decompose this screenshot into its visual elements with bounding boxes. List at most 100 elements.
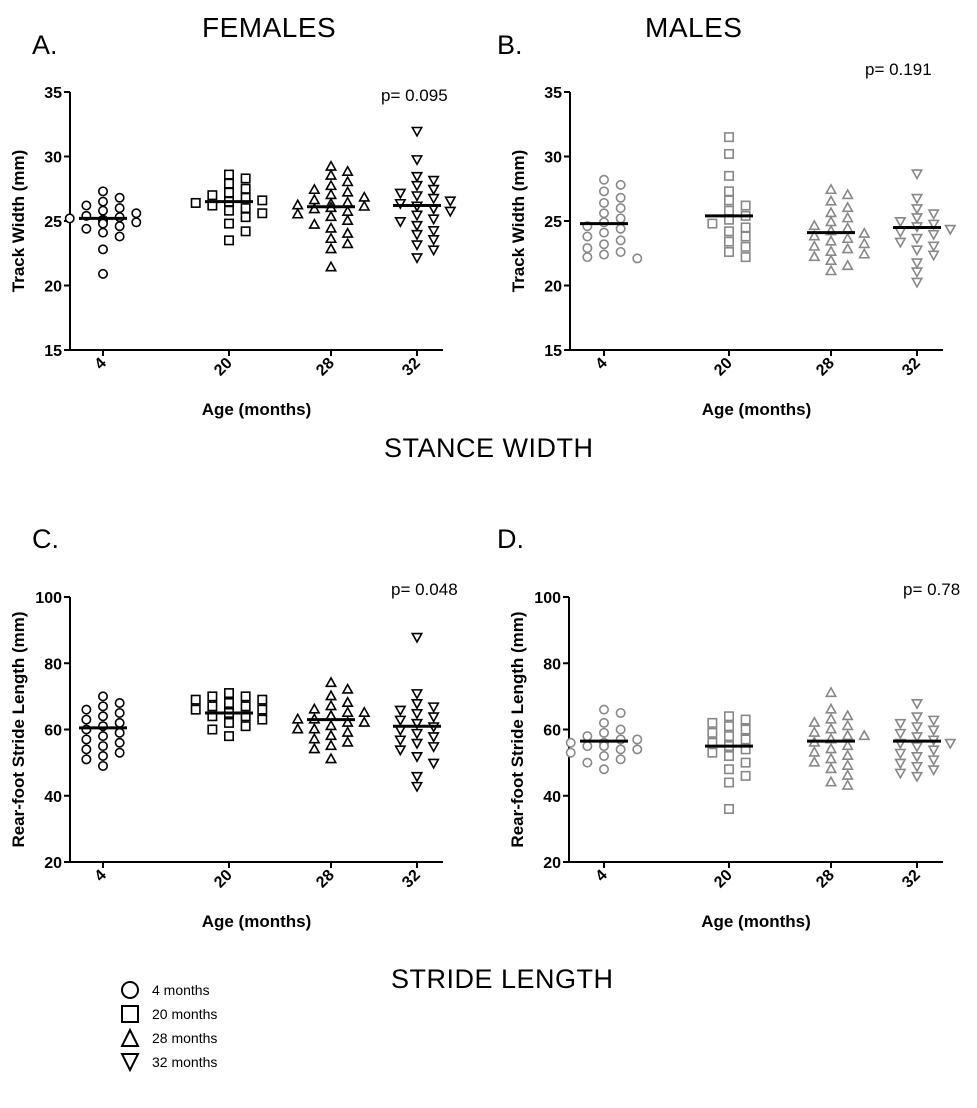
square-marker [723,731,734,742]
legend-item-32-months: 32 months [118,1050,217,1074]
legend-item-20-months: 20 months [118,1002,217,1026]
triangle-down-marker [910,722,924,734]
y-tick-label: 15 [544,343,562,360]
square-marker [240,721,251,732]
pvalue-b: p= 0.191 [865,60,932,79]
triangle-up-marker [308,202,321,214]
triangle-down-marker [910,204,924,215]
y-tick-label: 20 [44,279,62,296]
triangle-up-marker [841,242,854,254]
circle-marker [81,744,92,755]
square-marker [240,226,251,237]
circle-marker [615,203,626,214]
triangle-up-marker [824,183,838,195]
triangle-down-marker [410,718,424,730]
square-marker [740,222,751,233]
triangle-up-marker [808,745,821,757]
triangle-down-marker [894,728,907,740]
circle-marker [114,192,125,203]
triangle-down-marker [394,745,407,757]
triangle-up-marker [358,716,371,727]
circle-marker [98,186,109,197]
triangle-down-marker [910,712,924,724]
triangle-up-marker [324,676,338,688]
square-marker [707,727,718,738]
circle-marker [598,704,609,715]
triangle-up-marker [841,759,854,770]
triangle-down-marker [410,708,424,720]
circle-marker [81,704,92,715]
triangle-up-marker [324,719,338,731]
circle-marker [598,741,609,752]
square-marker [240,173,251,184]
circle-marker [598,227,609,238]
square-marker-icon [121,1005,139,1023]
stride-length-title: STRIDE LENGTH [391,964,614,994]
square-marker [240,203,251,214]
triangle-up-marker [808,716,821,727]
triangle-up-marker [824,686,838,698]
x-tick-label: 4 [92,867,110,885]
triangle-down-marker [394,705,407,717]
triangle-down-marker [410,180,424,192]
square-marker [723,777,734,788]
panel-label-a: A. [32,30,58,60]
triangle-up-marker [841,259,854,271]
chart-panel-a: 15 20 25 30 35 Track Width (mm) 4 20 28 32 Age (mo… [9,85,457,419]
triangle-up-marker [308,722,321,734]
triangle-down-marker [910,233,924,245]
triangle-down-marker [910,751,924,763]
triangle-up-marker [291,712,304,724]
circle-marker [114,727,125,738]
circle-marker [98,741,109,752]
x-tick-label: 20 [211,867,236,892]
y-axis-label: Rear-foot Stride Length (mm) [9,611,28,847]
circle-marker [81,754,92,765]
triangle-down-marker [894,217,907,228]
square-marker [224,235,235,246]
triangle-down-marker [894,768,907,780]
x-axis-label: Age (months) [202,912,312,931]
triangle-down-marker [427,235,440,246]
square-marker [224,205,235,216]
triangle-down-marker [910,732,924,743]
legend-item-28-months: 28 months [118,1026,217,1050]
triangle-up-marker [358,190,371,202]
triangle-up-marker [341,696,354,708]
triangle-down-marker [894,748,907,760]
triangle-down-marker [910,245,924,257]
panel-label-c: C. [32,524,59,554]
triangle-up-marker [841,232,854,244]
circle-marker [81,714,92,725]
x-tick-label: 28 [813,355,838,380]
triangle-up-marker [808,250,821,262]
circle-marker [582,231,593,242]
circle-marker [98,205,109,216]
pvalue-c: p= 0.048 [391,580,458,599]
circle-marker [98,760,109,771]
triangle-up-marker [824,702,838,714]
triangle-down-marker [427,175,440,187]
triangle-up-marker [841,749,854,761]
x-tick-label: 32 [399,355,424,380]
triangle-up-marker [841,709,854,721]
square-marker [707,218,718,229]
circle-marker [598,750,609,761]
y-tick-label: 20 [543,855,561,872]
triangle-down-marker [927,209,940,221]
triangle-down-marker [410,771,424,783]
triangle-down-marker [410,171,424,183]
circle-marker [615,246,626,257]
square-marker [723,226,734,237]
triangle-down-marker [894,227,907,239]
triangle-down-marker [427,712,440,724]
circle-marker [582,731,593,742]
circle-marker [615,724,626,735]
triangle-down-marker [410,126,424,138]
triangle-down-marker [910,698,924,710]
triangle-down-marker [410,698,424,710]
triangle-down-marker [910,267,924,279]
circle-marker [615,213,626,224]
triangle-down-marker [427,245,440,257]
circle-marker [98,196,109,207]
